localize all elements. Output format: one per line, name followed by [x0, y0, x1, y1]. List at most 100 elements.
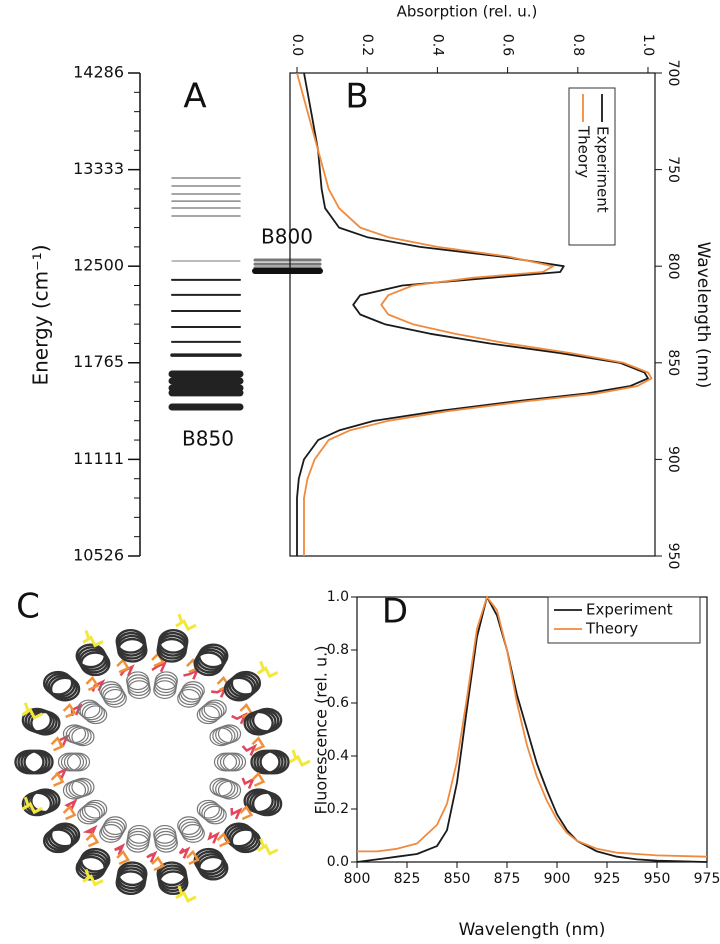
- carotenoid: [175, 885, 197, 903]
- y-tick-label: 11111: [73, 449, 124, 468]
- helix-coil: [62, 724, 87, 744]
- pigment: [251, 771, 266, 787]
- panel-label: A: [183, 77, 206, 117]
- helix-coil: [203, 699, 227, 719]
- helix-coil: [45, 826, 76, 852]
- helix-coil: [178, 818, 202, 838]
- helix-coil: [181, 824, 205, 843]
- carotenoid: [289, 749, 311, 768]
- helix-coil: [154, 833, 178, 853]
- y-axis-label: Absorption (rel. u.): [397, 3, 538, 21]
- x-tick-label: 975: [694, 871, 720, 887]
- x-tick-label: 850: [444, 871, 471, 887]
- pigment: [116, 658, 130, 674]
- y-axis-label: Energy (cm⁻¹): [29, 244, 53, 385]
- x-tick-label: 800: [665, 253, 681, 280]
- helix-coil: [180, 821, 204, 841]
- helix-coil: [81, 801, 105, 821]
- legend-label: Theory: [585, 620, 638, 638]
- helix-coil: [181, 681, 205, 700]
- helix-coil: [115, 870, 146, 896]
- x-tick-label: 750: [665, 156, 681, 183]
- y-tick-label: 0.6: [500, 34, 516, 56]
- legend-frame: [547, 596, 701, 644]
- x-tick-label: 700: [665, 60, 681, 87]
- helix-coil: [84, 799, 108, 819]
- pigment: [116, 849, 130, 865]
- helix-coil: [65, 725, 89, 745]
- pigment: [50, 771, 65, 787]
- helix-coil: [68, 726, 92, 746]
- pigment: [82, 825, 98, 838]
- y-tick-label: 1.0: [640, 34, 656, 56]
- pigment: [85, 832, 100, 848]
- panel-label: C: [16, 587, 40, 627]
- y-axis-label: Fluorescence (rel. u.): [312, 646, 331, 815]
- y-tick-label: 0.4: [327, 748, 349, 764]
- pigment: [251, 736, 266, 752]
- pigment: [186, 849, 200, 865]
- helix-coil: [199, 801, 223, 821]
- helix-coil: [226, 824, 257, 850]
- helix-coil: [21, 707, 53, 733]
- y-tick-label: 0.8: [570, 34, 586, 56]
- carotenoid: [256, 838, 279, 856]
- helix-coil: [196, 799, 220, 819]
- series-line: [296, 72, 653, 556]
- helix-coil: [215, 725, 239, 745]
- helix-coil: [65, 779, 89, 799]
- pigment: [151, 660, 168, 673]
- helix-coil: [99, 824, 123, 843]
- y-tick-label: 0.2: [359, 34, 375, 56]
- legend-label: Experiment: [586, 601, 673, 619]
- helix-coil: [217, 724, 242, 744]
- protein-ring: [14, 613, 311, 903]
- helix-coil: [126, 671, 150, 691]
- helix-coil: [42, 828, 74, 854]
- helix-coil: [21, 791, 53, 817]
- helix-coil: [158, 628, 189, 654]
- pigment: [230, 807, 243, 820]
- panel-label: B: [345, 77, 368, 117]
- panel-label: D: [382, 592, 408, 632]
- carotenoid: [82, 869, 104, 887]
- pigment: [239, 703, 254, 719]
- helix-coil: [203, 805, 227, 825]
- x-tick-label: 950: [665, 543, 681, 570]
- pigment: [239, 805, 254, 821]
- helix-coil: [100, 821, 124, 841]
- carotenoid: [175, 613, 197, 632]
- helix-coil: [75, 643, 106, 669]
- pigment: [62, 703, 77, 719]
- pigment: [114, 843, 126, 856]
- helix-coil: [201, 701, 225, 721]
- helix-coil: [81, 703, 105, 723]
- x-tick-label: 850: [665, 349, 681, 376]
- y-tick-label: 11765: [73, 352, 124, 371]
- plot-frame: [289, 72, 656, 557]
- helix-coil: [79, 701, 103, 721]
- helix-coil: [198, 643, 229, 669]
- pigment: [183, 667, 200, 680]
- y-tick-label: 12500: [73, 256, 124, 275]
- y-tick-label: 0.2: [327, 801, 349, 817]
- helix-coil: [230, 670, 262, 696]
- series-line: [357, 596, 708, 858]
- carotenoid: [21, 796, 43, 815]
- helix-coil: [226, 674, 257, 700]
- helix-coil: [102, 686, 126, 706]
- x-tick-label: 900: [665, 446, 681, 473]
- helix-coil: [178, 686, 202, 706]
- pigment: [178, 846, 191, 859]
- pigment: [231, 712, 248, 725]
- x-axis-label: Wavelength (nm): [693, 242, 713, 389]
- y-tick-label: 0.0: [289, 34, 305, 56]
- helix-coil: [228, 672, 259, 698]
- plot-frame: [356, 596, 708, 863]
- x-axis-label: Wavelength (nm): [459, 920, 606, 940]
- helix-coil: [77, 805, 101, 825]
- helix-coil: [62, 780, 87, 800]
- y-tick-label: 0.8: [327, 642, 349, 658]
